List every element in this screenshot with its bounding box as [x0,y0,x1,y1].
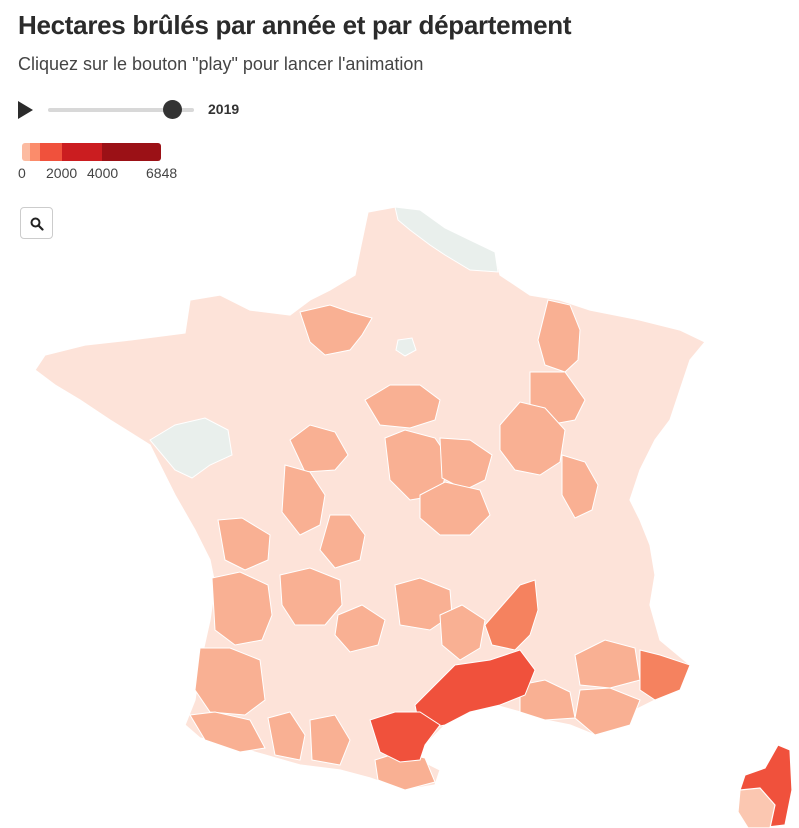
dept-alpes-maritimes [639,649,691,701]
dept-hautes-pyrenees [267,711,306,761]
france-map [34,206,793,828]
dept-aude [369,711,441,763]
legend-swatch-3 [40,143,62,161]
dept-haute-marne [537,299,581,373]
dept-ariege [309,714,351,766]
year-slider-thumb[interactable] [163,100,182,119]
dept-nievre [439,437,493,491]
color-legend: 0 2000 4000 6848 [18,143,188,183]
legend-label-2000: 2000 [46,165,78,181]
dept-landes [194,647,266,716]
legend-label-6848: 6848 [146,165,178,181]
year-label: 2019 [208,101,240,117]
legend-scale [22,143,161,161]
dept-charente-maritime [217,517,271,571]
dept-calvados-orne [299,304,373,356]
legend-swatch-1 [22,143,30,161]
dept-dordogne [279,567,343,626]
dept-jura-ain [561,454,599,519]
dept-vienne [281,464,326,536]
legend-swatch-5 [102,143,161,161]
play-icon[interactable] [18,101,33,119]
animation-player: 2019 [18,98,278,122]
dept-allier [419,481,491,536]
dept-nord [394,206,499,273]
year-slider-track[interactable] [48,108,194,112]
search-icon [30,217,44,231]
dept-gironde [211,571,273,646]
dept-gard-herault [414,649,536,731]
dept-lot [334,604,386,653]
corsica-south [737,787,776,828]
chart-subtitle: Cliquez sur le bouton "play" pour lancer… [18,54,424,74]
dept-loiret [364,384,441,429]
dept-ardeche [439,604,486,661]
dept-loire-atlantique [149,417,233,479]
dept-haute-vienne [319,514,366,569]
dept-pyrenees-atlantiques [189,711,266,753]
legend-label-0: 0 [18,165,26,181]
legend-label-4000: 4000 [87,165,119,181]
dept-paris [395,337,417,357]
dept-cote-dor [499,401,566,476]
legend-swatch-4 [62,143,102,161]
chart-title: Hectares brûlés par année et par départe… [18,10,572,40]
dept-drome [484,579,539,651]
zoom-button[interactable] [20,207,53,239]
legend-swatch-2 [30,143,40,161]
